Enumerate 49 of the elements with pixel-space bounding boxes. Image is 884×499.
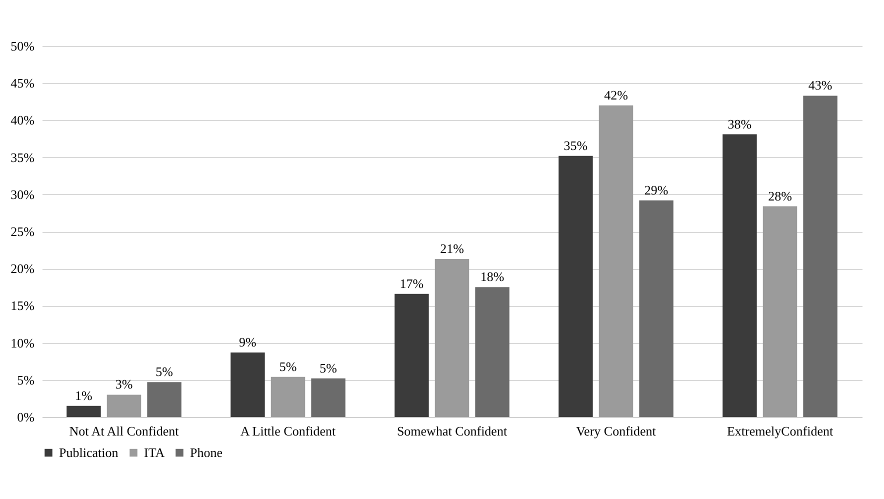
legend-label: Phone <box>190 444 223 460</box>
y-tick-label: 30% <box>10 186 35 202</box>
y-tick-label: 35% <box>10 150 35 165</box>
y-tick-label: 50% <box>10 38 35 54</box>
data-label: 5% <box>320 360 338 376</box>
bar <box>598 105 634 417</box>
bar <box>434 258 470 417</box>
bar <box>147 382 182 417</box>
bar <box>66 406 101 417</box>
bar <box>394 294 429 417</box>
data-label: 38% <box>728 116 752 132</box>
bar <box>558 156 593 417</box>
data-label: 5% <box>156 364 174 380</box>
x-tick-label: Somewhat Confident <box>396 424 508 438</box>
data-label: 42% <box>604 87 628 102</box>
data-label: 29% <box>644 182 668 198</box>
bar <box>475 287 510 417</box>
y-tick-label: 15% <box>10 298 35 314</box>
y-tick-label: 0% <box>17 410 35 424</box>
data-label: 21% <box>440 240 464 256</box>
data-label: 43% <box>808 78 832 93</box>
x-tick-label: Not At All Confident <box>69 424 180 438</box>
y-tick-label: 10% <box>10 335 35 350</box>
data-label: 17% <box>400 276 424 291</box>
data-label: 28% <box>768 188 792 204</box>
bar <box>762 206 798 417</box>
y-tick-label: 5% <box>17 372 35 388</box>
x-tick-label: Very Confident <box>576 424 656 438</box>
legend-label: Publication <box>59 444 119 460</box>
bar <box>106 394 142 417</box>
data-label: 1% <box>75 388 93 403</box>
bar <box>230 352 265 417</box>
legend-label: ITA <box>144 444 166 460</box>
data-label: 35% <box>564 138 588 153</box>
y-tick-label: 40% <box>10 112 35 128</box>
x-tick-label: ExtremelyConfident <box>726 424 834 438</box>
data-label: 3% <box>115 376 133 392</box>
y-tick-label: 25% <box>10 224 35 239</box>
data-label: 18% <box>480 269 504 284</box>
y-tick-label: 45% <box>10 76 35 91</box>
bar <box>270 376 306 417</box>
bar <box>803 96 838 417</box>
data-label: 9% <box>239 334 257 350</box>
bar <box>722 134 757 417</box>
bar <box>311 378 346 417</box>
data-label: 5% <box>279 358 297 374</box>
bar <box>639 200 674 417</box>
x-tick-label: A Little Confident <box>240 424 336 438</box>
y-tick-label: 20% <box>10 261 35 276</box>
